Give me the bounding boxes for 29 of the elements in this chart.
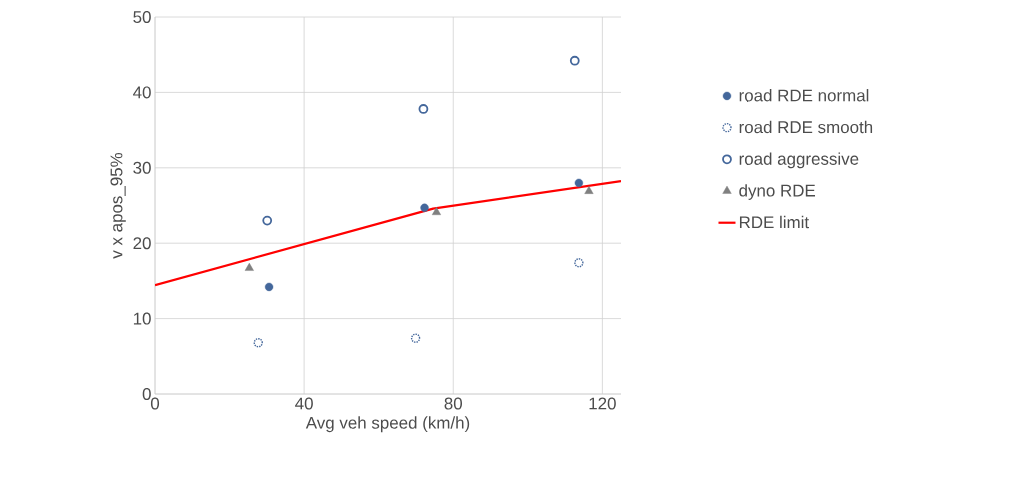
x-axis-title: Avg veh speed (km/h) (305, 416, 470, 433)
point (418, 104, 429, 114)
point (574, 258, 584, 268)
y-tick-label: 20 (133, 237, 151, 250)
y-tick-label: 0 (142, 388, 151, 400)
y-axis-title: v x apos_95% (110, 152, 126, 259)
point (431, 207, 441, 215)
legend-label: road RDE normal (739, 89, 869, 102)
point (569, 55, 580, 66)
legend-label: road aggressive (739, 152, 859, 169)
point (253, 338, 263, 348)
point (262, 215, 273, 226)
y-tick-label: 30 (133, 161, 151, 174)
y-tick-label: 50 (133, 11, 151, 23)
x-tick-label: 120 (589, 397, 616, 410)
point (244, 262, 254, 271)
legend-label: dyno RDE (739, 184, 816, 200)
x-tick-label: 80 (444, 397, 463, 410)
y-tick-label: 10 (133, 312, 151, 325)
point (420, 203, 429, 212)
legend-label: RDE limit (739, 215, 809, 229)
point (574, 178, 584, 188)
y-tick-label: 40 (133, 86, 151, 99)
point (264, 282, 274, 292)
x-tick-label: 0 (150, 397, 160, 410)
point (410, 333, 421, 343)
legend-label: road RDE smooth (739, 120, 873, 134)
x-tick-label: 40 (295, 397, 313, 410)
point (584, 185, 594, 194)
